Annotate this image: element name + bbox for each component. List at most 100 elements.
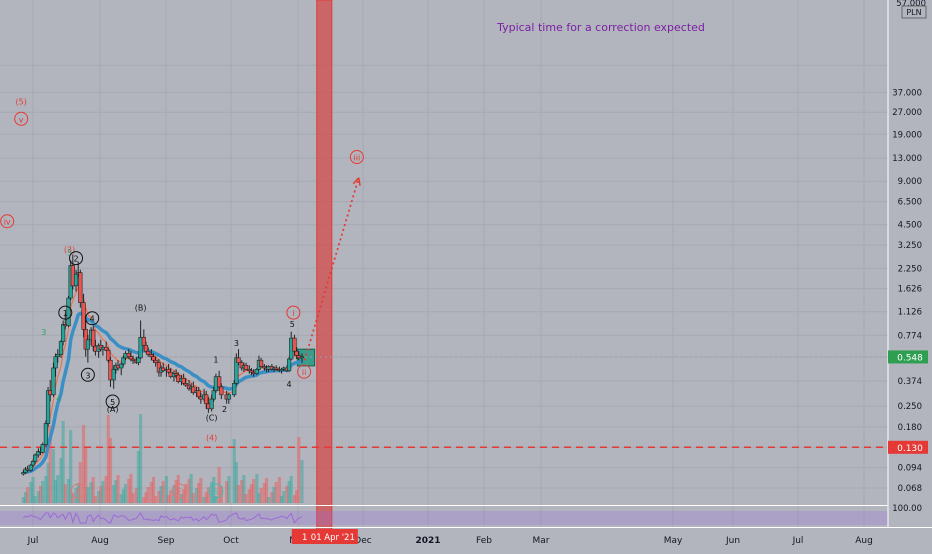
candle (191, 381, 196, 395)
candle-body (121, 357, 126, 365)
candle (217, 370, 222, 391)
volume-bar (119, 494, 123, 503)
wave-label-text: 2 (222, 405, 227, 414)
wave-label: (5) (15, 98, 26, 107)
volume-bar (189, 474, 193, 503)
candle-body (45, 390, 51, 424)
volume-bar (104, 476, 108, 503)
wave-label: 2 (222, 405, 227, 414)
wave-label-circle (297, 364, 312, 379)
price-tick-label: 0.250 (898, 402, 922, 412)
candle-body (209, 398, 214, 410)
candle-body (111, 369, 116, 381)
wave-label-text: (B) (135, 303, 147, 312)
price-tick-label: 0.774 (898, 331, 922, 341)
candle (299, 353, 305, 363)
volume-bar (151, 477, 156, 503)
wave-label-text: 5 (290, 320, 295, 329)
range-end-tag-text: 01 Apr '21 (311, 533, 355, 543)
candle-body (73, 273, 79, 287)
candle-body (274, 367, 279, 370)
event-marker: S (208, 483, 224, 499)
volume-bar (176, 475, 180, 503)
candle-body (43, 423, 49, 445)
wave-label-text: 1 (63, 309, 68, 318)
candle-body (292, 337, 297, 352)
wave-label-text: iv (4, 218, 11, 227)
projection-arrow-line (303, 177, 360, 361)
wave-label: 5 (105, 394, 120, 409)
candle-body (128, 356, 134, 360)
candle (211, 386, 216, 402)
wave-label: v (14, 111, 29, 126)
range-end-tag (307, 529, 358, 544)
candle (130, 355, 136, 364)
volume-bar (59, 458, 63, 503)
volume-bar (232, 439, 236, 503)
volume-bars (21, 414, 304, 503)
candle-body (58, 341, 64, 355)
volume-bar (161, 481, 165, 503)
unit-badge-text: PLN (906, 8, 921, 17)
volume-bar (149, 482, 153, 503)
volume-bar (112, 485, 116, 503)
volume-bar (204, 492, 208, 503)
volume-bar (272, 487, 276, 503)
candles (21, 254, 305, 476)
candle (136, 355, 141, 366)
volume-bar (116, 475, 120, 503)
wave-label: 4 (287, 380, 292, 389)
candle-body (151, 356, 156, 361)
price-tick-label: 3.250 (898, 241, 922, 251)
time-tick-label: May (664, 536, 683, 546)
volume-bar (154, 496, 158, 503)
volume-bar (234, 462, 238, 503)
volume-bar (262, 483, 266, 503)
candle-body (294, 350, 299, 356)
candle (219, 383, 224, 400)
volume-bar (169, 490, 173, 503)
volume-bar (139, 414, 143, 503)
level-line (0, 356, 888, 449)
candle-body (191, 386, 196, 394)
volume-bar (71, 493, 75, 503)
ma-slow-line (22, 311, 303, 475)
volume-bar (86, 487, 90, 503)
volume-bar (166, 495, 171, 503)
price-tick-label: 4.500 (898, 221, 922, 231)
candle-body (78, 272, 83, 304)
time-tick-label: 2021 (415, 536, 440, 546)
wave-label-circle (80, 367, 95, 382)
volume-bar (51, 449, 56, 503)
volume-bar (84, 448, 88, 503)
volume-bar (199, 478, 203, 503)
time-tick-label: Aug (91, 536, 109, 546)
price-tick-label: 19.000 (892, 130, 922, 140)
candle (51, 362, 56, 397)
wave-label: 4 (56, 394, 61, 403)
candle-body (104, 346, 109, 351)
volume-bar (144, 492, 148, 503)
candle-body (40, 444, 45, 453)
time-tick-label: Mar (533, 536, 550, 546)
unit-badge (901, 5, 927, 19)
volume-bar (227, 476, 231, 503)
volume-bar (251, 479, 256, 503)
volume-bar (292, 495, 297, 503)
volume-bar (164, 476, 169, 503)
price-tick-label: 57.000 (896, 0, 926, 9)
candle-body (66, 297, 71, 327)
volume-bar (270, 492, 274, 503)
volume-bar (242, 475, 246, 503)
price-tick-label: 13.000 (892, 154, 922, 164)
wave-label-text: 3 (85, 371, 90, 380)
volume-bar (89, 482, 93, 503)
correction-window-band (316, 0, 333, 531)
candle (43, 420, 49, 448)
volume-bar (210, 482, 214, 503)
wave-label: ii (297, 364, 312, 379)
wave-label: 3 (41, 328, 46, 337)
volume-bar (53, 480, 58, 503)
